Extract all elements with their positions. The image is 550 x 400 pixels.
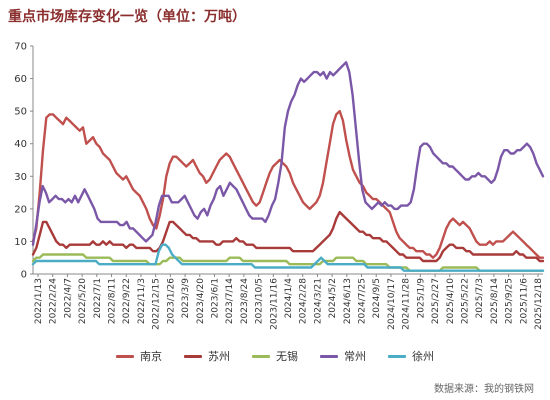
y-tick-label: 0 (21, 270, 27, 281)
legend-label: 常州 (344, 350, 366, 363)
line-chart: 0 10 20 30 40 50 60 70 2022/1/13 2022/2/24 2022/4/… (14, 42, 545, 330)
series-line-5 (31, 243, 545, 272)
x-tick-label: 2024/1/4 (284, 278, 294, 319)
x-tick-label: 2024/10/17 (387, 278, 397, 330)
y-tick-label: 20 (14, 204, 27, 215)
x-tick-label: 2024/7/25 (358, 278, 368, 324)
legend-item: 徐州 (388, 346, 434, 366)
legend-item: 常州 (320, 346, 366, 366)
x-tick-label: 2024/2/28 (299, 278, 309, 324)
x-tick-label: 2025/5/22 (460, 278, 470, 324)
x-tick-label: 2024/6/13 (343, 278, 353, 324)
legend-label: 南京 (140, 350, 162, 363)
y-tick-label: 10 (14, 237, 27, 248)
x-tick-label: 2025/9/25 (505, 278, 515, 324)
x-tick-label: 2023/10/5 (255, 278, 265, 324)
x-tick-label: 2025/11/6 (519, 278, 529, 324)
legend-item: 南京 (116, 346, 162, 366)
x-tick-label: 2025/2/27 (431, 278, 441, 324)
x-tick-label: 2025/12/18 (534, 278, 544, 330)
x-tick-label: 2023/4/20 (196, 278, 206, 324)
x-tick-label: 2022/5/20 (78, 278, 88, 324)
x-tick-label: 2023/6/1 (210, 278, 220, 318)
legend-swatch (252, 354, 270, 358)
x-tick-label: 2022/1/13 (34, 278, 44, 324)
x-tick-label: 2022/2/24 (49, 278, 59, 324)
legend-swatch (116, 354, 134, 358)
x-tick-label: 2024/11/28 (402, 278, 412, 330)
x-tick-label: 2025/4/10 (446, 278, 456, 324)
series-line-2 (31, 210, 545, 263)
x-tick-label: 2022/9/22 (122, 278, 132, 324)
legend-label: 苏州 (208, 350, 230, 363)
x-tick-label: 2022/11/3 (137, 278, 147, 324)
x-tick-label: 2023/1/26 (166, 278, 176, 324)
y-tick-label: 50 (14, 107, 27, 118)
y-tick-label: 70 (14, 42, 27, 53)
legend-label: 无锡 (276, 350, 298, 363)
chart-legend: 南京 苏州 无锡 常州 徐州 (0, 346, 550, 366)
legend-label: 徐州 (412, 350, 434, 363)
chart-title: 重点市场库存变化一览（单位：万吨） (8, 9, 246, 25)
x-tick-label: 2023/11/16 (269, 278, 279, 330)
x-tick-label: 2024/9/5 (372, 278, 382, 318)
legend-swatch (388, 354, 406, 358)
x-tick-label: 2025/1/9 (416, 278, 426, 319)
x-tick-label: 2024/5/2 (328, 278, 338, 318)
x-tick-label: 2025/8/14 (490, 278, 500, 324)
legend-swatch (184, 354, 202, 358)
legend-item: 苏州 (184, 346, 230, 366)
x-tick-label: 2023/8/24 (240, 278, 250, 324)
legend-swatch (320, 354, 338, 358)
series-line-4 (31, 61, 545, 246)
x-tick-label: 2022/7/1 (93, 278, 103, 318)
y-tick-label: 60 (14, 74, 27, 85)
data-source-note: 数据来源：我的钢铁网 (434, 384, 534, 395)
x-tick-label: 2025/7/3 (475, 278, 485, 318)
x-tick-label: 2024/3/21 (313, 278, 323, 324)
series-line-1 (31, 109, 545, 259)
y-tick-label: 30 (14, 172, 27, 183)
x-tick-label: 2022/12/15 (152, 278, 162, 330)
x-tick-label: 2022/4/7 (63, 278, 73, 318)
x-tick-label: 2023/7/14 (225, 278, 235, 324)
legend-item: 无锡 (252, 346, 298, 366)
x-tick-label: 2023/3/9 (181, 278, 191, 319)
x-tick-label: 2022/8/11 (108, 278, 118, 324)
y-tick-label: 40 (14, 139, 27, 150)
series-line-3 (31, 253, 545, 272)
